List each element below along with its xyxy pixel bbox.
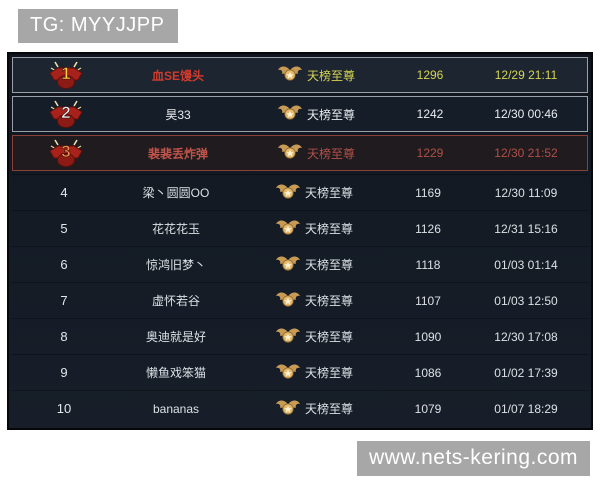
winged-crest-icon [277, 66, 302, 81]
leaderboard-row[interactable]: 3 裴裴丢炸弹 天榜至尊 1229 12/30 21:52 [12, 135, 588, 171]
tier-badge-label: 天榜至尊 [304, 186, 353, 200]
tier-badge-label: 天榜至尊 [306, 68, 355, 83]
rank-cell: 2 [13, 97, 119, 132]
rank-cell: 7 [11, 293, 117, 308]
winged-crest-icon [275, 327, 300, 343]
datetime-value: 12/30 17:08 [494, 329, 558, 344]
datetime-value: 12/30 11:09 [494, 185, 558, 200]
medal-number: 1 [61, 64, 70, 83]
datetime-value: 12/30 21:52 [494, 146, 558, 160]
winged-crest-icon [275, 255, 300, 271]
tier-badge-label: 天榜至尊 [304, 258, 353, 272]
points-value: 1090 [414, 329, 442, 344]
winged-crest-icon [275, 399, 300, 415]
leaderboard-row[interactable]: 10 bananas 天榜至尊 1079 01/07 18:29 [11, 390, 589, 426]
tier-cell: 天榜至尊 [237, 104, 395, 124]
rank-number: 9 [60, 365, 68, 380]
player-name: 昊33 [165, 107, 191, 122]
points-value: 1086 [414, 365, 442, 380]
player-name: 裴裴丢炸弹 [147, 146, 208, 161]
player-name: 花花花玉 [151, 222, 200, 236]
tier-cell: 天榜至尊 [235, 255, 393, 275]
player-name: 懒鱼戏笨猫 [145, 366, 206, 380]
leaderboard-row[interactable]: 9 懒鱼戏笨猫 天榜至尊 1086 01/02 17:39 [11, 354, 589, 390]
tier-badge-label: 天榜至尊 [304, 222, 353, 236]
datetime-value: 12/30 00:46 [494, 107, 558, 121]
points-value: 1242 [416, 107, 444, 121]
watermark-bottom: www.nets-kering.com [356, 441, 590, 476]
player-name: 虚怀若谷 [151, 294, 200, 308]
tier-cell: 天榜至尊 [237, 143, 395, 163]
leaderboard-panel: 1 血SE馒头 天榜至尊 1296 12/29 21:11 [7, 52, 593, 430]
player-name: 梁丶圆圆OO [142, 186, 210, 200]
player-name: 惊鸿旧梦丶 [145, 258, 206, 272]
rank-number: 8 [60, 329, 68, 344]
rank-number: 6 [60, 257, 68, 272]
leaderboard-row[interactable]: 5 花花花玉 天榜至尊 1126 12/31 15:16 [11, 210, 589, 246]
winged-crest-icon [275, 363, 300, 379]
points-value: 1169 [415, 185, 441, 200]
tier-cell: 天榜至尊 [235, 219, 393, 239]
winged-crest-icon [275, 291, 300, 307]
rank-number: 10 [56, 401, 72, 416]
points-value: 1079 [414, 401, 442, 416]
rank-number: 7 [60, 293, 68, 308]
datetime-value: 01/03 01:14 [494, 257, 558, 272]
datetime-value: 12/31 15:16 [494, 221, 558, 236]
rank-cell: 9 [11, 365, 117, 380]
rank-cell: 3 [13, 136, 119, 171]
tier-badge-label: 天榜至尊 [304, 402, 353, 416]
datetime-value: 01/02 17:39 [494, 365, 558, 380]
rank-cell: 10 [11, 401, 117, 416]
tier-cell: 天榜至尊 [235, 399, 393, 419]
winged-crest-icon [275, 183, 300, 199]
rank-medal-icon: 3 [49, 139, 83, 167]
rank-number: 5 [60, 221, 68, 236]
tier-badge-label: 天榜至尊 [306, 107, 355, 122]
leaderboard-row[interactable]: 7 虚怀若谷 天榜至尊 1107 01/03 12:50 [11, 282, 589, 318]
leaderboard-rows: 1 血SE馒头 天榜至尊 1296 12/29 21:11 [11, 57, 589, 426]
tier-badge-label: 天榜至尊 [304, 294, 353, 308]
tier-cell: 天榜至尊 [235, 291, 393, 311]
leaderboard-row[interactable]: 2 昊33 天榜至尊 1242 12/30 00:46 [12, 96, 588, 132]
medal-number: 2 [61, 103, 70, 122]
tier-badge-label: 天榜至尊 [304, 366, 353, 380]
points-value: 1107 [415, 293, 441, 308]
leaderboard-row[interactable]: 8 奥迪就是好 天榜至尊 1090 12/30 17:08 [11, 318, 589, 354]
rank-medal-icon: 1 [49, 61, 83, 89]
rank-number: 4 [60, 185, 68, 200]
points-value: 1229 [416, 146, 444, 160]
points-value: 1126 [415, 221, 441, 236]
tier-cell: 天榜至尊 [235, 363, 393, 383]
rank-cell: 4 [11, 185, 117, 200]
rank-cell: 6 [11, 257, 117, 272]
rank-cell: 1 [13, 58, 119, 93]
leaderboard-row[interactable]: 6 惊鸿旧梦丶 天榜至尊 1118 01/03 01:14 [11, 246, 589, 282]
player-name: 血SE馒头 [151, 68, 204, 83]
tier-badge-label: 天榜至尊 [306, 146, 355, 161]
points-value: 1296 [416, 68, 444, 82]
datetime-value: 01/07 18:29 [494, 401, 558, 416]
tier-cell: 天榜至尊 [235, 327, 393, 347]
winged-crest-icon [277, 105, 302, 120]
rank-cell: 8 [11, 329, 117, 344]
rank-medal-icon: 2 [49, 100, 83, 128]
player-name: 奥迪就是好 [145, 330, 206, 344]
tier-cell: 天榜至尊 [237, 65, 395, 85]
watermark-top: TG: MYYJJPP [18, 9, 179, 43]
datetime-value: 01/03 12:50 [494, 293, 558, 308]
leaderboard-row[interactable]: 4 梁丶圆圆OO 天榜至尊 1169 12/30 11:09 [11, 174, 589, 210]
rank-cell: 5 [11, 221, 117, 236]
tier-cell: 天榜至尊 [235, 183, 393, 203]
tier-badge-label: 天榜至尊 [304, 330, 353, 344]
points-value: 1118 [415, 257, 441, 272]
winged-crest-icon [277, 144, 302, 159]
leaderboard-row[interactable]: 1 血SE馒头 天榜至尊 1296 12/29 21:11 [12, 57, 588, 93]
player-name: bananas [152, 401, 200, 416]
winged-crest-icon [275, 219, 300, 235]
datetime-value: 12/29 21:11 [494, 68, 558, 82]
medal-number: 3 [61, 142, 70, 161]
